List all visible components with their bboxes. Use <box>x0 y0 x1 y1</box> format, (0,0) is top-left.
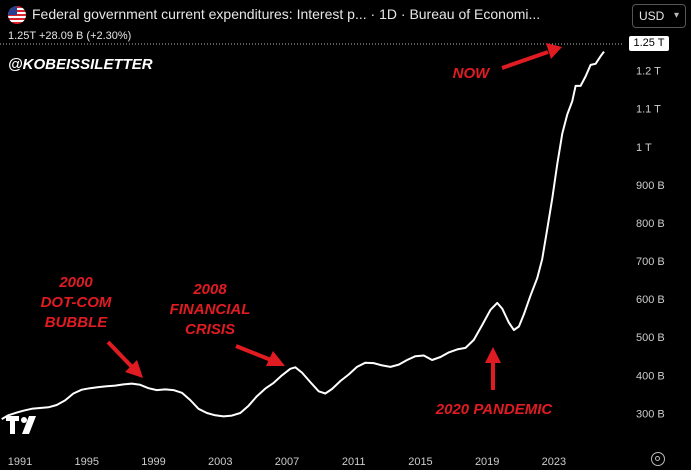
tradingview-logo-icon[interactable] <box>6 414 44 436</box>
x-tick-label: 2023 <box>542 456 566 468</box>
watermark-handle: @KOBEISSILETTER <box>8 56 153 73</box>
series-line-interest-expenditures <box>1 51 605 420</box>
y-tick-label: 1.2 T <box>636 66 661 78</box>
currency-label: USD <box>639 9 665 23</box>
source-label: Bureau of Economi... <box>409 6 541 22</box>
y-tick-label: 1.1 T <box>636 104 661 116</box>
x-tick-label: 2003 <box>208 456 232 468</box>
x-tick-label: 2011 <box>342 456 366 468</box>
x-tick-label: 2019 <box>475 456 499 468</box>
pandemic-arrow <box>485 347 501 390</box>
y-tick-label: 700 B <box>636 256 665 268</box>
title-separator: · <box>370 6 380 22</box>
dotcom-arrow <box>106 340 143 378</box>
y-tick-label: 800 B <box>636 218 665 230</box>
annotation-now: NOW <box>452 65 490 82</box>
symbol-title[interactable]: Federal government current expenditures:… <box>32 6 622 22</box>
x-tick-label: 1999 <box>141 456 165 468</box>
value-change-readout: 1.25T +28.09 B (+2.30%) <box>8 30 131 42</box>
x-tick-label: 2015 <box>408 456 432 468</box>
currency-selector[interactable]: USD ▾ <box>632 4 686 28</box>
y-tick-label: 300 B <box>636 408 665 420</box>
now-arrow <box>501 43 562 70</box>
financial-arrow <box>235 344 285 366</box>
annotation-dotcom: 2000 DOT-COM BUBBLE <box>40 274 112 331</box>
series-title: Federal government current expenditures:… <box>32 6 367 22</box>
last-price-badge: 1.25 T <box>629 36 669 51</box>
chart-header: Federal government current expenditures:… <box>0 0 691 30</box>
settings-icon[interactable] <box>651 452 665 466</box>
y-tick-label: 500 B <box>636 332 665 344</box>
annotation-pandemic: 2020 PANDEMIC <box>435 401 553 418</box>
change-percent: (+2.30%) <box>86 30 132 42</box>
y-tick-label: 900 B <box>636 180 665 192</box>
annotation-financial: 2008 FINANCIAL CRISIS <box>169 281 251 338</box>
change-value: +28.09 B <box>39 30 84 42</box>
last-value: 1.25T <box>8 30 36 42</box>
y-axis: 300 B 400 B 500 B 600 B 700 B 800 B 900 B 1 T 1.… <box>636 66 665 421</box>
y-tick-label: 600 B <box>636 294 665 306</box>
annotation-arrows <box>106 43 562 390</box>
x-tick-label: 1995 <box>75 456 99 468</box>
y-tick-label: 1 T <box>636 142 652 154</box>
x-tick-label: 1991 <box>8 456 32 468</box>
title-separator: · <box>400 6 410 22</box>
interval-label: 1D <box>379 6 397 22</box>
x-axis: 1991 1995 1999 2003 2007 2011 2015 2019 2023 <box>8 456 566 468</box>
us-flag-icon <box>8 6 26 24</box>
chevron-down-icon: ▾ <box>673 10 679 21</box>
x-tick-label: 2007 <box>275 456 299 468</box>
y-tick-label: 400 B <box>636 370 665 382</box>
